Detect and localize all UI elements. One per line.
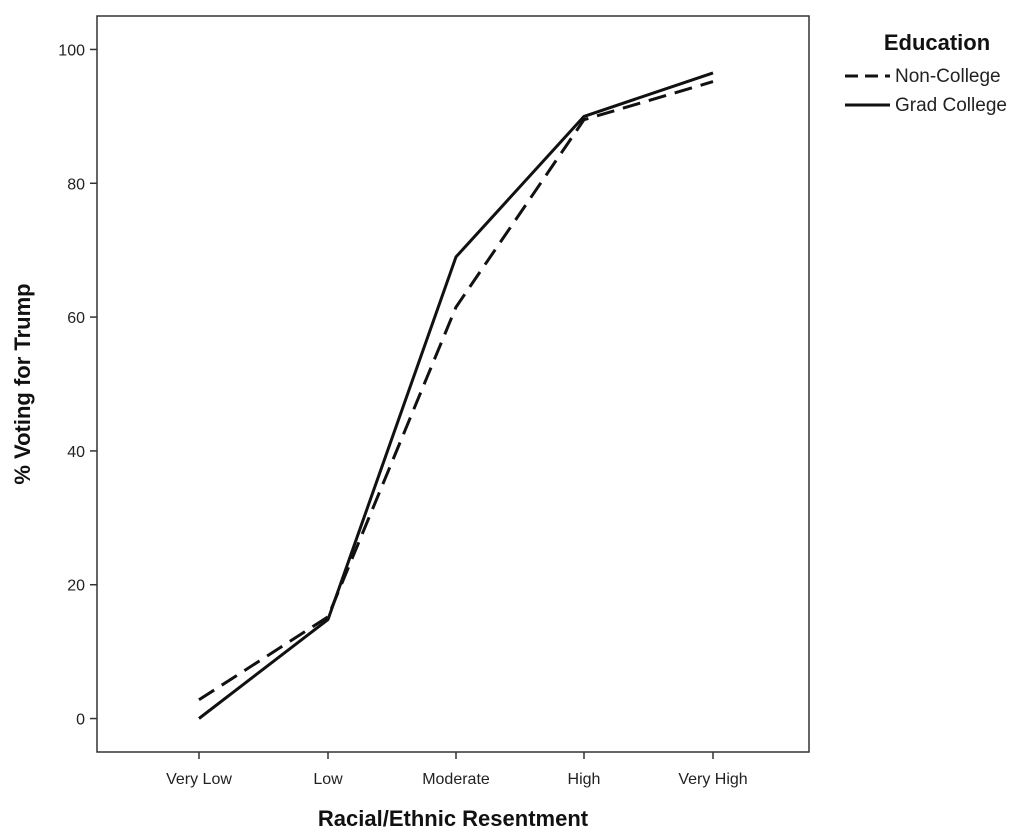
legend-items: Non-College Grad College xyxy=(845,66,1007,116)
legend: Education Non-College Grad College xyxy=(845,30,1007,116)
x-tick-label: Very High xyxy=(678,771,747,788)
y-tick-label: 60 xyxy=(67,310,85,327)
x-tick-label: High xyxy=(568,771,601,788)
y-axis-title: % Voting for Trump xyxy=(10,283,35,484)
y-tick-label: 40 xyxy=(67,444,85,461)
x-tick-label: Moderate xyxy=(422,771,490,788)
x-tick-label: Low xyxy=(313,771,343,788)
x-axis-title: Racial/Ethnic Resentment xyxy=(318,806,589,830)
legend-title: Education xyxy=(884,30,990,55)
y-tick-label: 20 xyxy=(67,578,85,595)
y-tick-label: 100 xyxy=(58,42,85,59)
y-tick-label: 80 xyxy=(67,176,85,193)
x-axis-ticks: Very Low Low Moderate High Very High xyxy=(166,752,748,788)
plot-frame xyxy=(96,15,810,753)
x-tick-label: Very Low xyxy=(166,771,232,788)
y-tick-label: 0 xyxy=(76,712,85,729)
y-axis-ticks: 0 20 40 60 80 100 xyxy=(58,42,97,729)
series-layer xyxy=(198,71,714,720)
series-line-non-college xyxy=(198,80,714,702)
series-line-grad-college xyxy=(198,71,714,720)
legend-label: Grad College xyxy=(895,95,1007,116)
legend-label: Non-College xyxy=(895,66,1001,87)
